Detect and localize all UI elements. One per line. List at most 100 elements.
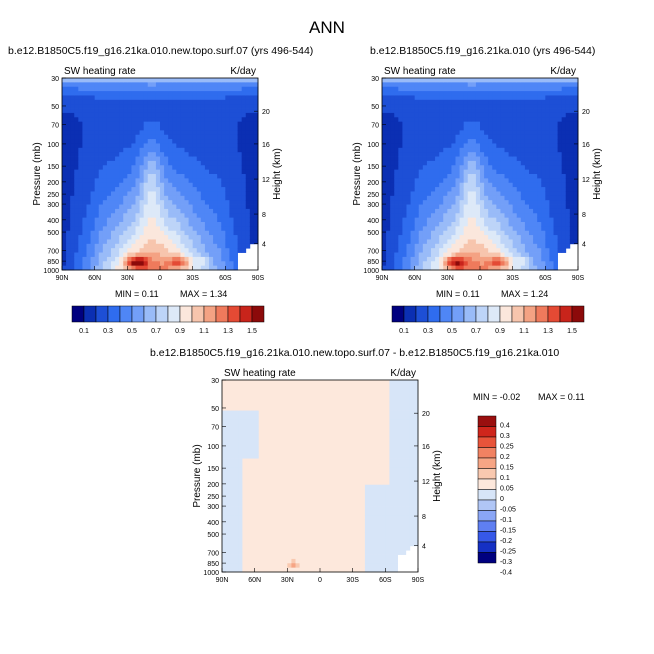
heatmap-cell: [143, 243, 149, 249]
heatmap-cell: [561, 143, 567, 149]
heatmap-cell: [119, 261, 124, 267]
heatmap-cell: [471, 156, 477, 162]
heatmap-cell: [192, 208, 198, 214]
heatmap-cell: [382, 169, 387, 175]
heatmap-cell: [459, 208, 465, 214]
heatmap-cell: [94, 243, 100, 249]
heatmap-cell: [520, 126, 526, 131]
heatmap-cell: [192, 191, 198, 197]
heatmap-cell: [139, 256, 145, 262]
heatmap-cell: [271, 454, 276, 459]
heatmap-cell: [238, 545, 243, 551]
heatmap-cell: [230, 401, 235, 407]
heatmap-cell: [90, 134, 96, 140]
heatmap-cell: [275, 445, 280, 451]
heatmap-cell: [279, 462, 284, 468]
heatmap-cell: [402, 126, 407, 131]
heatmap-cell: [492, 222, 497, 227]
heatmap-cell: [435, 169, 440, 175]
heatmap-cell: [184, 226, 189, 232]
heatmap-cell: [435, 82, 440, 88]
heatmap-cell: [230, 410, 235, 416]
heatmap-cell: [217, 112, 222, 118]
heatmap-cell: [131, 139, 136, 144]
panel1-colorbar: 0.1 0.3 0.5 0.7 0.9 1.1 1.3 1.5: [71, 305, 265, 335]
heatmap-cell: [545, 95, 550, 101]
heatmap-cell: [549, 195, 554, 201]
heatmap-cell: [229, 78, 234, 83]
heatmap-cell: [443, 239, 448, 245]
heatmap-cell: [225, 178, 230, 184]
heatmap-cell: [455, 178, 460, 184]
heatmap-cell: [111, 256, 116, 262]
heatmap-cell: [217, 243, 222, 249]
heatmap-cell: [225, 78, 230, 83]
heatmap-cell: [184, 222, 189, 227]
heatmap-cell: [471, 143, 477, 149]
heatmap-cell: [512, 104, 518, 109]
heatmap-cell: [508, 265, 514, 271]
heatmap-cell: [74, 78, 79, 83]
heatmap-cell: [504, 108, 509, 114]
heatmap-cell: [111, 213, 116, 219]
heatmap-cell: [382, 156, 387, 162]
heatmap-cell: [176, 156, 181, 162]
heatmap-cell: [439, 200, 444, 205]
heatmap-cell: [139, 134, 145, 140]
heatmap-cell: [74, 82, 79, 88]
heatmap-cell: [234, 497, 239, 503]
heatmap-cell: [66, 160, 71, 166]
heatmap-cell: [512, 165, 518, 171]
heatmap-cell: [234, 476, 239, 481]
heatmap-cell: [426, 235, 432, 240]
heatmap-cell: [475, 226, 481, 232]
heatmap-cell: [131, 112, 136, 118]
heatmap-cell: [217, 152, 222, 157]
heatmap-cell: [258, 410, 264, 416]
heatmap-cell: [275, 397, 280, 403]
heatmap-cell: [164, 256, 169, 262]
heatmap-cell: [496, 139, 501, 144]
heatmap-cell: [98, 265, 104, 271]
heatmap-cell: [386, 147, 391, 153]
heatmap-cell: [541, 239, 546, 245]
heatmap-cell: [504, 147, 509, 153]
heatmap-cell: [410, 230, 416, 236]
colorbar-label: 0.1: [79, 328, 89, 335]
heatmap-cell: [480, 208, 485, 214]
heatmap-cell: [90, 178, 96, 184]
heatmap-cell: [471, 248, 477, 253]
heatmap-cell: [222, 384, 227, 390]
heatmap-cell: [508, 248, 514, 253]
heatmap-cell: [422, 213, 428, 219]
heatmap-cell: [78, 108, 83, 114]
heatmap-cell: [533, 156, 538, 162]
heatmap-cell: [225, 160, 230, 166]
heatmap-cell: [241, 169, 247, 175]
heatmap-cell: [471, 82, 477, 88]
heatmap-cell: [184, 191, 189, 197]
heatmap-cell: [90, 265, 96, 271]
heatmap-cell: [155, 104, 161, 109]
heatmap-cell: [516, 112, 522, 118]
heatmap-cell: [500, 126, 505, 131]
heatmap-cell: [426, 265, 432, 271]
heatmap-cell: [459, 178, 465, 184]
heatmap-cell: [253, 217, 259, 223]
heatmap-cell: [459, 160, 465, 166]
heatmap-cell: [180, 187, 185, 192]
heatmap-cell: [86, 117, 91, 123]
heatmap-cell: [459, 213, 465, 219]
heatmap-cell: [238, 410, 243, 416]
heatmap-cell: [418, 248, 424, 253]
heatmap-cell: [557, 243, 563, 249]
heatmap-cell: [410, 134, 416, 140]
heatmap-cell: [200, 208, 206, 214]
heatmap-cell: [245, 86, 251, 92]
heatmap-cell: [467, 248, 473, 253]
heatmap-cell: [455, 222, 460, 227]
heatmap-cell: [406, 252, 411, 258]
heatmap-cell: [508, 108, 514, 114]
heatmap-cell: [451, 230, 456, 236]
heatmap-cell: [398, 165, 403, 171]
